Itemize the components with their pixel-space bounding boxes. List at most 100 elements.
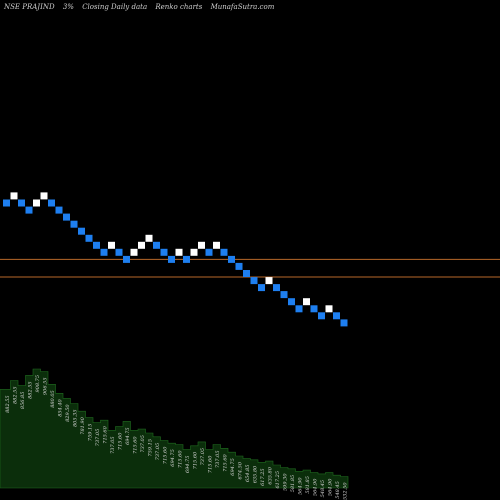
price-label: 880.05 xyxy=(50,390,56,408)
price-label: 737.05 xyxy=(215,451,221,469)
renko-brick-down xyxy=(153,241,160,249)
renko-brick-up xyxy=(265,277,273,285)
renko-brick-down xyxy=(123,255,130,263)
renko-brick-down xyxy=(78,227,85,235)
renko-brick-down xyxy=(295,305,303,313)
renko-brick-down xyxy=(220,248,228,256)
renko-brick-down xyxy=(183,255,190,263)
price-label: 715.60 xyxy=(207,455,213,473)
price-label: 882.55 xyxy=(5,395,11,413)
price-label: 737.05 xyxy=(110,436,116,454)
renko-brick-down xyxy=(63,213,70,221)
renko-brick-down xyxy=(48,199,55,207)
renko-brick-up xyxy=(325,305,333,313)
price-label: 737.05 xyxy=(200,448,206,466)
price-label: 581.85 xyxy=(290,475,296,493)
price-label: 599.30 xyxy=(282,473,288,491)
price-label: 829.50 xyxy=(65,404,71,422)
price-label: 715.60 xyxy=(117,432,123,450)
renko-brick-down xyxy=(93,241,100,249)
price-label: 715.60 xyxy=(222,453,228,471)
renko-brick-up xyxy=(190,248,198,256)
price-label: 856.85 xyxy=(20,392,26,410)
renko-brick-down xyxy=(168,255,175,263)
price-label: 564.90 xyxy=(312,478,318,496)
renko-brick-up xyxy=(303,298,310,306)
price-label: 715.60 xyxy=(102,425,108,443)
renko-brick-up xyxy=(213,241,220,249)
renko-brick-up xyxy=(10,192,18,200)
renko-brick-up xyxy=(138,241,145,249)
renko-brick-down xyxy=(25,206,33,214)
price-label: 908.75 xyxy=(35,375,41,393)
price-label: 617.25 xyxy=(260,468,266,486)
renko-brick-down xyxy=(243,270,250,277)
renko-brick-down xyxy=(100,248,108,256)
renko-brick-down xyxy=(228,255,235,263)
renko-brick-down xyxy=(310,305,318,313)
renko-brick-down xyxy=(115,248,123,256)
price-label: 781.90 xyxy=(80,416,86,434)
price-label: 694.75 xyxy=(170,449,176,467)
price-label: 759.15 xyxy=(87,424,93,442)
renko-brick-down xyxy=(250,277,258,285)
price-label: 635.80 xyxy=(267,466,273,484)
renko-brick-up xyxy=(175,248,183,256)
renko-brick-up xyxy=(33,199,40,207)
price-label: 581.85 xyxy=(305,476,311,494)
price-label: 694.75 xyxy=(185,456,191,474)
price-label: 715.60 xyxy=(162,446,168,464)
renko-brick-up xyxy=(130,248,138,256)
renko-brick-down xyxy=(288,298,295,306)
price-label: 694.75 xyxy=(230,458,236,476)
renko-brick-down xyxy=(205,248,213,256)
price-label: 674.50 xyxy=(237,461,243,479)
chart-kind-label: Renko charts xyxy=(155,3,203,11)
renko-brick-up xyxy=(108,241,115,249)
renko-brick-down xyxy=(3,199,10,207)
renko-brick-down xyxy=(160,248,168,256)
renko-brick-down xyxy=(340,319,348,327)
price-label: 548.45 xyxy=(335,481,341,499)
renko-brick-down xyxy=(235,262,243,270)
renko-brick-down xyxy=(258,284,265,292)
chart-header: NSE PRAJIND 3% Closing Daily data Renko … xyxy=(4,3,280,11)
price-label: 737.05 xyxy=(155,443,161,461)
volume-area xyxy=(0,368,349,489)
price-label: 882.55 xyxy=(12,387,18,405)
price-label: 805.35 xyxy=(72,410,78,428)
price-label: 882.55 xyxy=(27,381,33,399)
renko-brick-down xyxy=(55,206,63,214)
renko-brick-down xyxy=(280,291,288,299)
price-label: 617.25 xyxy=(275,471,281,489)
box-size-label: 3% xyxy=(62,3,74,11)
basis-label: Closing Daily data xyxy=(82,3,148,11)
price-label: 715.60 xyxy=(177,450,183,468)
renko-brick-up xyxy=(198,241,205,249)
price-label: 564.90 xyxy=(327,478,333,496)
price-label: 694.75 xyxy=(125,427,131,445)
renko-brick-down xyxy=(318,312,325,320)
renko-brick-down xyxy=(70,220,78,228)
renko-brick-down xyxy=(273,284,280,292)
price-label: 715.60 xyxy=(132,436,138,454)
price-label: 564.90 xyxy=(297,477,303,495)
renko-brick-up xyxy=(40,192,48,200)
price-label: 759.15 xyxy=(147,439,153,457)
price-label: 854.40 xyxy=(57,398,63,416)
symbol-label: NSE PRAJIND xyxy=(4,3,55,11)
renko-brick-down xyxy=(85,234,93,242)
price-label: 654.85 xyxy=(245,465,251,483)
renko-brick-down xyxy=(18,199,25,207)
price-label: 906.55 xyxy=(42,378,48,396)
price-label: 532.50 xyxy=(342,482,348,500)
renko-brick-up xyxy=(145,234,153,242)
price-label: 715.60 xyxy=(192,451,198,469)
renko-brick-down xyxy=(333,312,340,320)
site-label: MunafaSutra.com xyxy=(210,3,275,11)
price-label: 737.05 xyxy=(140,435,146,453)
price-label: 635.80 xyxy=(252,465,258,483)
price-label: 548.45 xyxy=(320,480,326,498)
